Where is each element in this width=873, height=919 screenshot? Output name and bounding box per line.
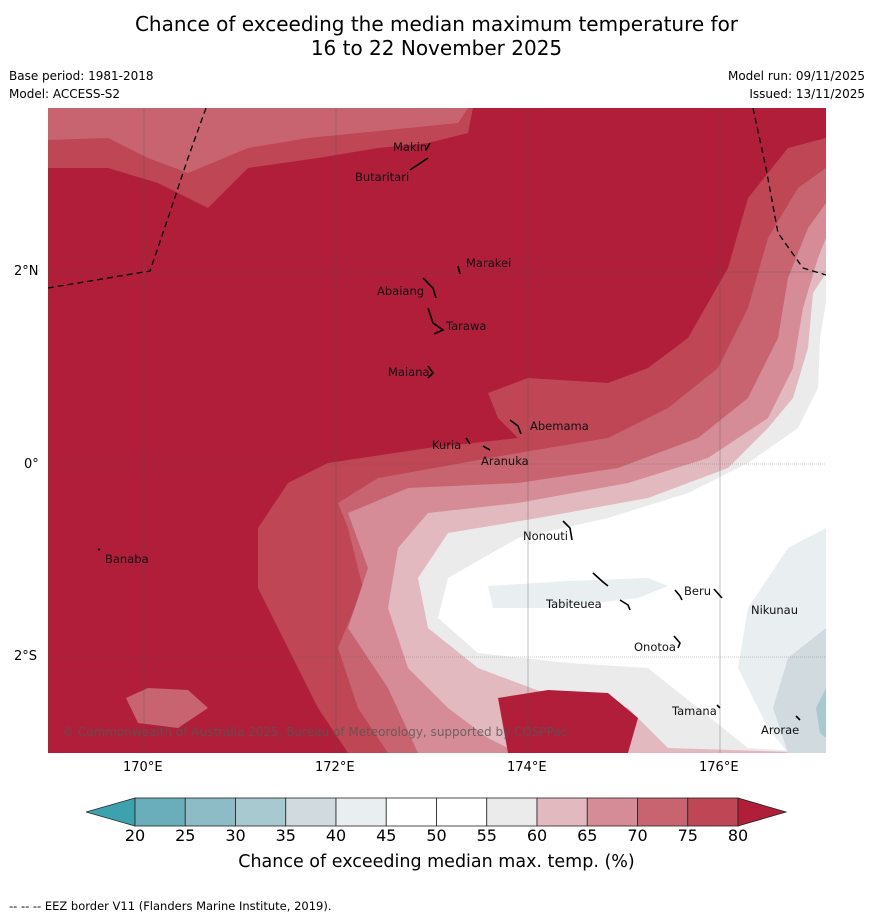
place-makin: Makin	[393, 140, 427, 154]
lat-label-2s: 2°S	[14, 649, 38, 664]
colorbar-tick-label: 65	[577, 826, 598, 845]
band-30-35	[816, 688, 826, 738]
colorbar-cell	[235, 797, 287, 827]
place-aranuka: Aranuka	[481, 454, 529, 468]
place-nonouti: Nonouti	[523, 529, 568, 543]
colorbar-cell	[637, 797, 689, 827]
islands	[97, 142, 801, 721]
chart-title: Chance of exceeding the median maximum t…	[0, 12, 873, 60]
model-name: Model: ACCESS-S2	[9, 87, 121, 101]
colorbar-label: Chance of exceeding median max. temp. (%…	[238, 852, 635, 872]
colorbar-cell	[486, 797, 538, 827]
place-tabiteuea: Tabiteuea	[545, 597, 602, 611]
colorbar-cell	[586, 797, 638, 827]
band-45-55	[438, 303, 826, 753]
place-tarawa: Tarawa	[445, 319, 486, 333]
colorbar-tick-label: 80	[727, 826, 749, 845]
place-banaba: Banaba	[105, 552, 149, 566]
colorbar-tick-label: 75	[677, 826, 698, 845]
lat-label-0: 0°	[24, 457, 39, 472]
place-nikunau: Nikunau	[751, 603, 798, 617]
colorbar-tick-label: 60	[526, 826, 548, 845]
band-35-40	[773, 628, 826, 753]
place-marakei: Marakei	[466, 256, 511, 270]
place-abaiang: Abaiang	[377, 284, 424, 298]
colorbar-tick-label: 35	[275, 826, 296, 845]
eez-border	[47, 107, 827, 289]
band-40-45-patch	[488, 578, 668, 608]
place-maiana: Maiana	[388, 365, 430, 379]
model-run: Model run: 09/11/2025	[727, 69, 865, 83]
colorbar-cell	[184, 797, 236, 827]
lon-label-176e: 176°E	[699, 760, 739, 775]
colorbar-cell	[436, 797, 488, 827]
colorbar-cell	[134, 797, 186, 827]
copyright-text: © Commonwealth of Australia 2025, Bureau…	[62, 725, 567, 739]
band-70-75-north	[48, 108, 468, 173]
colorbar-cell	[687, 797, 739, 827]
map-svg: Makin Butaritari Marakei Abaiang Tarawa …	[47, 107, 827, 753]
colorbar-cell	[335, 797, 387, 827]
place-abemama: Abemama	[530, 419, 589, 433]
band-80plus-south	[498, 690, 638, 753]
colorbar-tick-label: 25	[175, 826, 196, 845]
lon-label-174e: 174°E	[507, 760, 547, 775]
colorbar-cells	[134, 797, 739, 827]
colorbar-tick-label: 70	[627, 826, 648, 845]
colorbar-low-arrow	[86, 797, 136, 827]
colorbar-tick-label: 55	[476, 826, 497, 845]
graticule	[48, 108, 826, 753]
band-70-75-sw	[126, 688, 208, 728]
title-line-2: 16 to 22 November 2025	[310, 36, 563, 60]
colorbar-cell	[536, 797, 588, 827]
colorbar-tick-label: 20	[124, 826, 146, 845]
place-onotoa: Onotoa	[634, 640, 676, 654]
colorbar-cell	[285, 797, 337, 827]
title-line-1: Chance of exceeding the median maximum t…	[134, 12, 739, 36]
place-names: Makin Butaritari Marakei Abaiang Tarawa …	[105, 140, 799, 737]
colorbar-tick-label: 30	[225, 826, 246, 845]
lat-label-2n: 2°N	[14, 264, 39, 279]
base-period: Base period: 1981-2018	[9, 69, 154, 83]
probability-map: Makin Butaritari Marakei Abaiang Tarawa …	[47, 107, 827, 753]
place-kuria: Kuria	[432, 438, 461, 452]
colorbar	[86, 797, 788, 827]
footnote-eez: -- -- -- EEZ border V11 (Flanders Marine…	[9, 899, 332, 913]
colorbar-high-arrow	[737, 797, 788, 827]
place-arorae: Arorae	[761, 723, 799, 737]
colorbar-tick-label: 45	[376, 826, 397, 845]
place-beru: Beru	[684, 584, 711, 598]
colorbar-tick-label: 40	[325, 826, 347, 845]
lon-label-170e: 170°E	[123, 760, 163, 775]
place-tamana: Tamana	[671, 704, 717, 718]
lon-label-172e: 172°E	[315, 760, 355, 775]
place-butaritari: Butaritari	[355, 170, 409, 184]
issued-date: Issued: 13/11/2025	[749, 87, 865, 101]
colorbar-cell	[385, 797, 437, 827]
colorbar-tick-label: 50	[426, 826, 447, 845]
